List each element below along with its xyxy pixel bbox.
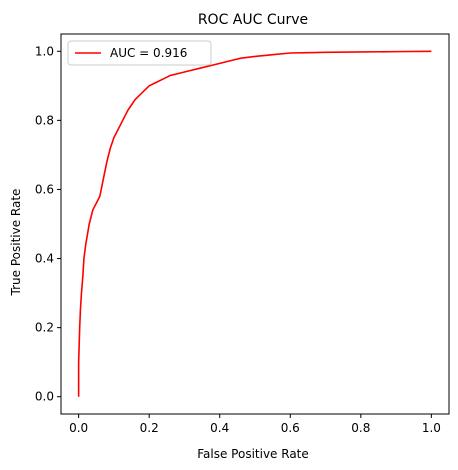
x-tick-label: 0.0 [69, 421, 88, 435]
x-tick-label: 1.0 [422, 421, 441, 435]
y-tick-label: 1.0 [35, 44, 54, 58]
legend: AUC = 0.916 [67, 40, 212, 66]
x-tick-label: 0.4 [210, 421, 229, 435]
y-tick-label: 0.4 [35, 252, 54, 266]
y-tick-label: 0.8 [35, 113, 54, 127]
y-tick-label: 0.0 [35, 390, 54, 404]
x-tick-label: 0.6 [281, 421, 300, 435]
curves [77, 50, 432, 397]
y-tick-label: 0.6 [35, 182, 54, 196]
y-axis-label: True Positive Rate [9, 189, 23, 297]
roc-curve-line [77, 50, 432, 397]
chart-title: ROC AUC Curve [198, 12, 308, 28]
legend-label: AUC = 0.916 [110, 46, 187, 60]
x-axis-label: False Positive Rate [197, 447, 309, 461]
y-axis-ticks: 0.0 0.2 0.4 0.6 0.8 1.0 [35, 44, 61, 404]
x-axis-ticks: 0.0 0.2 0.4 0.6 0.8 1.0 [69, 414, 441, 435]
y-tick-label: 0.2 [35, 321, 54, 335]
plot-frame [60, 33, 450, 415]
x-tick-label: 0.2 [140, 421, 159, 435]
x-tick-label: 0.8 [351, 421, 370, 435]
legend-box [67, 40, 212, 66]
